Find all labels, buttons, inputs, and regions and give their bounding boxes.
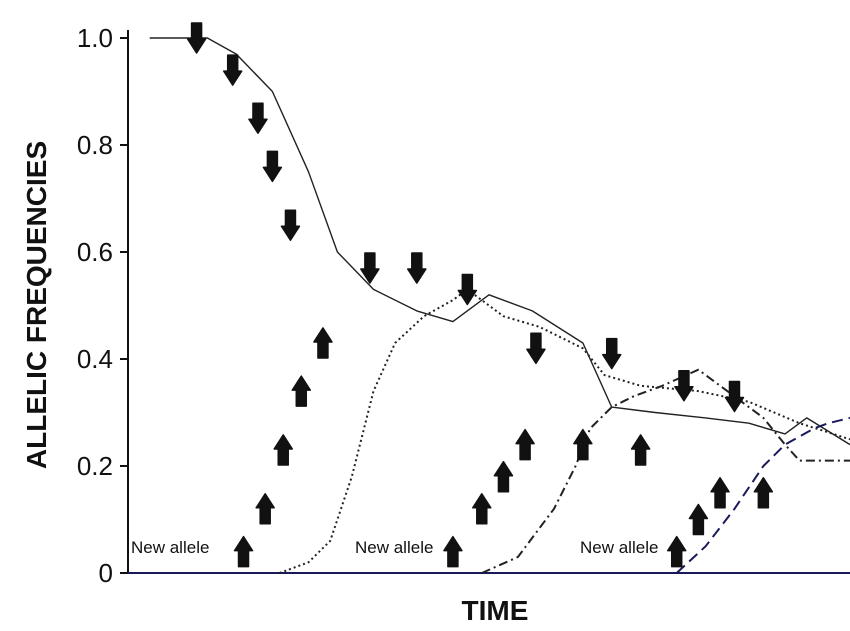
up-arrow-icon [710,477,730,509]
new-allele-annotation: New allele [355,538,433,557]
down-arrow-icon [186,22,207,54]
x-axis-title: TIME [462,595,529,626]
down-arrow-icon [360,252,380,284]
series-line-solid [149,37,850,446]
new-allele-annotation: New allele [580,538,658,557]
up-arrow-icon [493,460,514,493]
series-line-dash-dot [481,368,850,574]
down-arrow-icon [601,337,622,370]
y-tick-label: 0.4 [77,344,113,374]
down-arrow-icon [222,54,243,86]
up-arrow-icon [472,493,492,525]
up-arrow-icon [273,434,293,466]
up-arrow-icon [573,428,593,461]
down-arrow-icon [262,150,283,183]
up-arrow-icon [443,535,463,568]
down-arrow-icon [248,102,268,134]
down-arrow-icon [457,273,478,306]
up-arrow-icon [753,477,774,509]
up-arrow-icon [291,375,312,407]
new-allele-annotation: New allele [131,538,209,557]
up-arrow-icon [666,535,687,568]
y-tick-label: 0.6 [77,237,113,267]
up-arrow-icon [630,434,651,466]
series-lines [149,37,850,574]
up-arrow-icon [233,535,254,568]
selection-arrows [186,22,774,568]
down-arrow-icon [407,252,427,284]
up-arrow-icon [313,327,333,359]
down-arrow-icon [526,332,546,365]
up-arrow-icon [255,493,275,525]
y-tick-labels: 0 0.2 0.4 0.6 0.8 1.0 [77,23,113,588]
series-line-dashed [676,416,850,574]
up-arrow-icon [515,428,535,461]
y-tick-label: 0 [99,558,113,588]
y-tick-label: 0.2 [77,451,113,481]
down-arrow-icon [674,370,694,402]
y-tick-label: 0.8 [77,130,113,160]
series-line-dotted [279,288,850,574]
up-arrow-icon [688,503,709,536]
y-axis-title: ALLELIC FREQUENCIES [21,141,52,469]
down-arrow-icon [724,380,745,413]
down-arrow-icon [280,209,301,241]
y-tick-label: 1.0 [77,23,113,53]
y-ticks [120,37,128,574]
